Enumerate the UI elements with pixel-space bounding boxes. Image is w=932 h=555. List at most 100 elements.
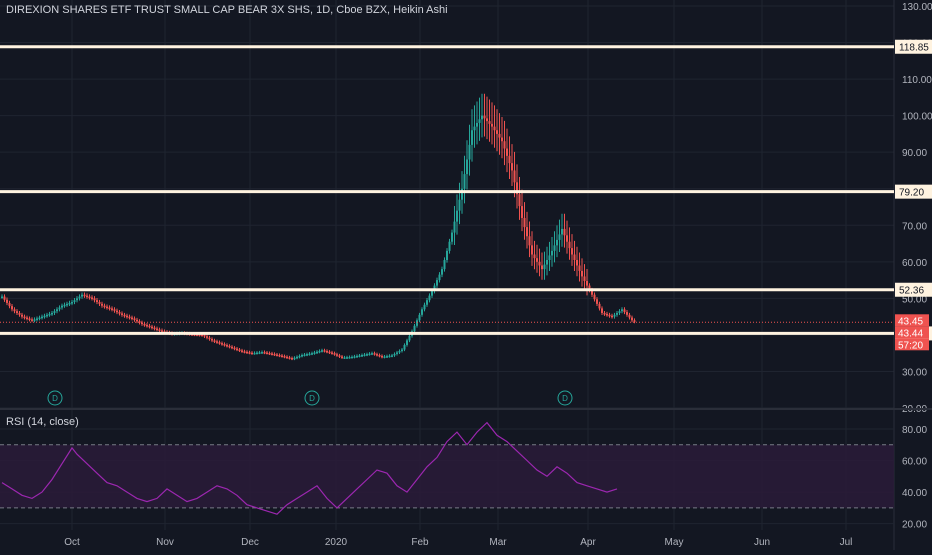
candle-body: [266, 352, 268, 355]
candle-body: [586, 281, 588, 286]
candle-body: [198, 334, 201, 337]
candle-body: [381, 355, 383, 358]
candle-body: [593, 294, 596, 300]
candle-body: [488, 121, 491, 124]
candle-body: [323, 350, 326, 352]
candle-body: [606, 313, 608, 316]
candle-body: [398, 350, 401, 353]
candle-body: [68, 302, 71, 305]
candle-body: [326, 350, 328, 353]
candle-body: [223, 344, 226, 346]
candle-body: [256, 352, 258, 355]
candle-body: [553, 245, 556, 251]
candle-body: [258, 352, 261, 354]
candle-body: [346, 357, 348, 359]
candle-body: [616, 312, 618, 315]
candle-body: [158, 329, 161, 331]
candle-body: [301, 355, 303, 357]
candle-body: [503, 141, 506, 149]
candle-body: [13, 309, 16, 312]
x-tick-label: Dec: [241, 537, 259, 548]
candle-body: [631, 317, 633, 321]
candle-body: [153, 327, 156, 330]
dividend-marker-label: D: [562, 394, 568, 403]
candle-body: [101, 303, 103, 306]
candle-body: [38, 317, 41, 320]
x-tick-label: Feb: [411, 537, 429, 548]
candle-body: [551, 250, 553, 256]
rsi-title: RSI (14, close): [6, 416, 79, 428]
dividend-marker-label: D: [309, 394, 315, 403]
candle-body: [136, 319, 138, 322]
candle-body: [331, 352, 333, 354]
candle-body: [598, 303, 601, 309]
candle-body: [356, 355, 358, 358]
candle-body: [308, 353, 311, 356]
candle-body: [603, 312, 606, 315]
candle-body: [298, 355, 301, 358]
candle-body: [376, 354, 378, 356]
candle-body: [588, 285, 591, 291]
candle-body: [578, 265, 581, 271]
candle-body: [88, 296, 91, 299]
candle-body: [221, 343, 223, 345]
candle-body: [351, 356, 353, 359]
candle-body: [98, 302, 101, 304]
level-badge-label: 118.85: [899, 43, 929, 54]
candle-body: [103, 305, 106, 308]
candle-body: [426, 300, 428, 305]
candle-body: [43, 315, 46, 318]
level-badge: [895, 39, 932, 54]
candle-body: [206, 336, 208, 338]
candle-body: [11, 306, 13, 310]
candle-body: [591, 290, 593, 295]
candle-body: [448, 241, 451, 251]
candle-body: [76, 298, 78, 301]
candle-body: [81, 294, 83, 297]
price-badge-label: 57:20: [898, 340, 923, 351]
candle-body: [568, 241, 571, 249]
candle-body: [501, 137, 503, 142]
candle-body: [66, 303, 68, 306]
candle-body: [493, 126, 496, 131]
y-tick-label: 60.00: [902, 258, 927, 269]
level-badge: [895, 184, 932, 199]
rsi-tick-label: 20.00: [902, 520, 927, 531]
y-tick-label: 130.00: [902, 2, 932, 13]
rsi-band: [0, 444, 894, 508]
candle-body: [31, 319, 33, 321]
price-badge: [895, 314, 929, 327]
candle-body: [431, 291, 433, 296]
candle-body: [511, 163, 513, 171]
candle-body: [408, 335, 411, 341]
candle-body: [151, 326, 153, 329]
candle-body: [333, 353, 336, 355]
candle-body: [558, 234, 561, 240]
candle-body: [236, 348, 238, 351]
candle-body: [441, 269, 443, 275]
x-tick-label: Jul: [840, 537, 853, 548]
candle-body: [96, 300, 98, 303]
candle-body: [443, 259, 446, 270]
candle-body: [276, 354, 278, 356]
candle-body: [358, 355, 361, 357]
candle-body: [363, 354, 366, 357]
candle-body: [373, 353, 376, 355]
candle-body: [478, 119, 481, 123]
candle-body: [451, 232, 453, 242]
candle-body: [226, 344, 228, 347]
candle-body: [41, 316, 43, 319]
candle-body: [1, 296, 3, 299]
candle-body: [613, 314, 616, 317]
candle-body: [138, 321, 141, 323]
candle-body: [306, 354, 308, 356]
candle-body: [246, 351, 248, 354]
candle-body: [36, 318, 38, 320]
candle-body: [531, 245, 533, 255]
candle-body: [481, 115, 483, 120]
candle-body: [3, 296, 6, 300]
candle-body: [193, 334, 196, 336]
candle-body: [476, 122, 478, 127]
